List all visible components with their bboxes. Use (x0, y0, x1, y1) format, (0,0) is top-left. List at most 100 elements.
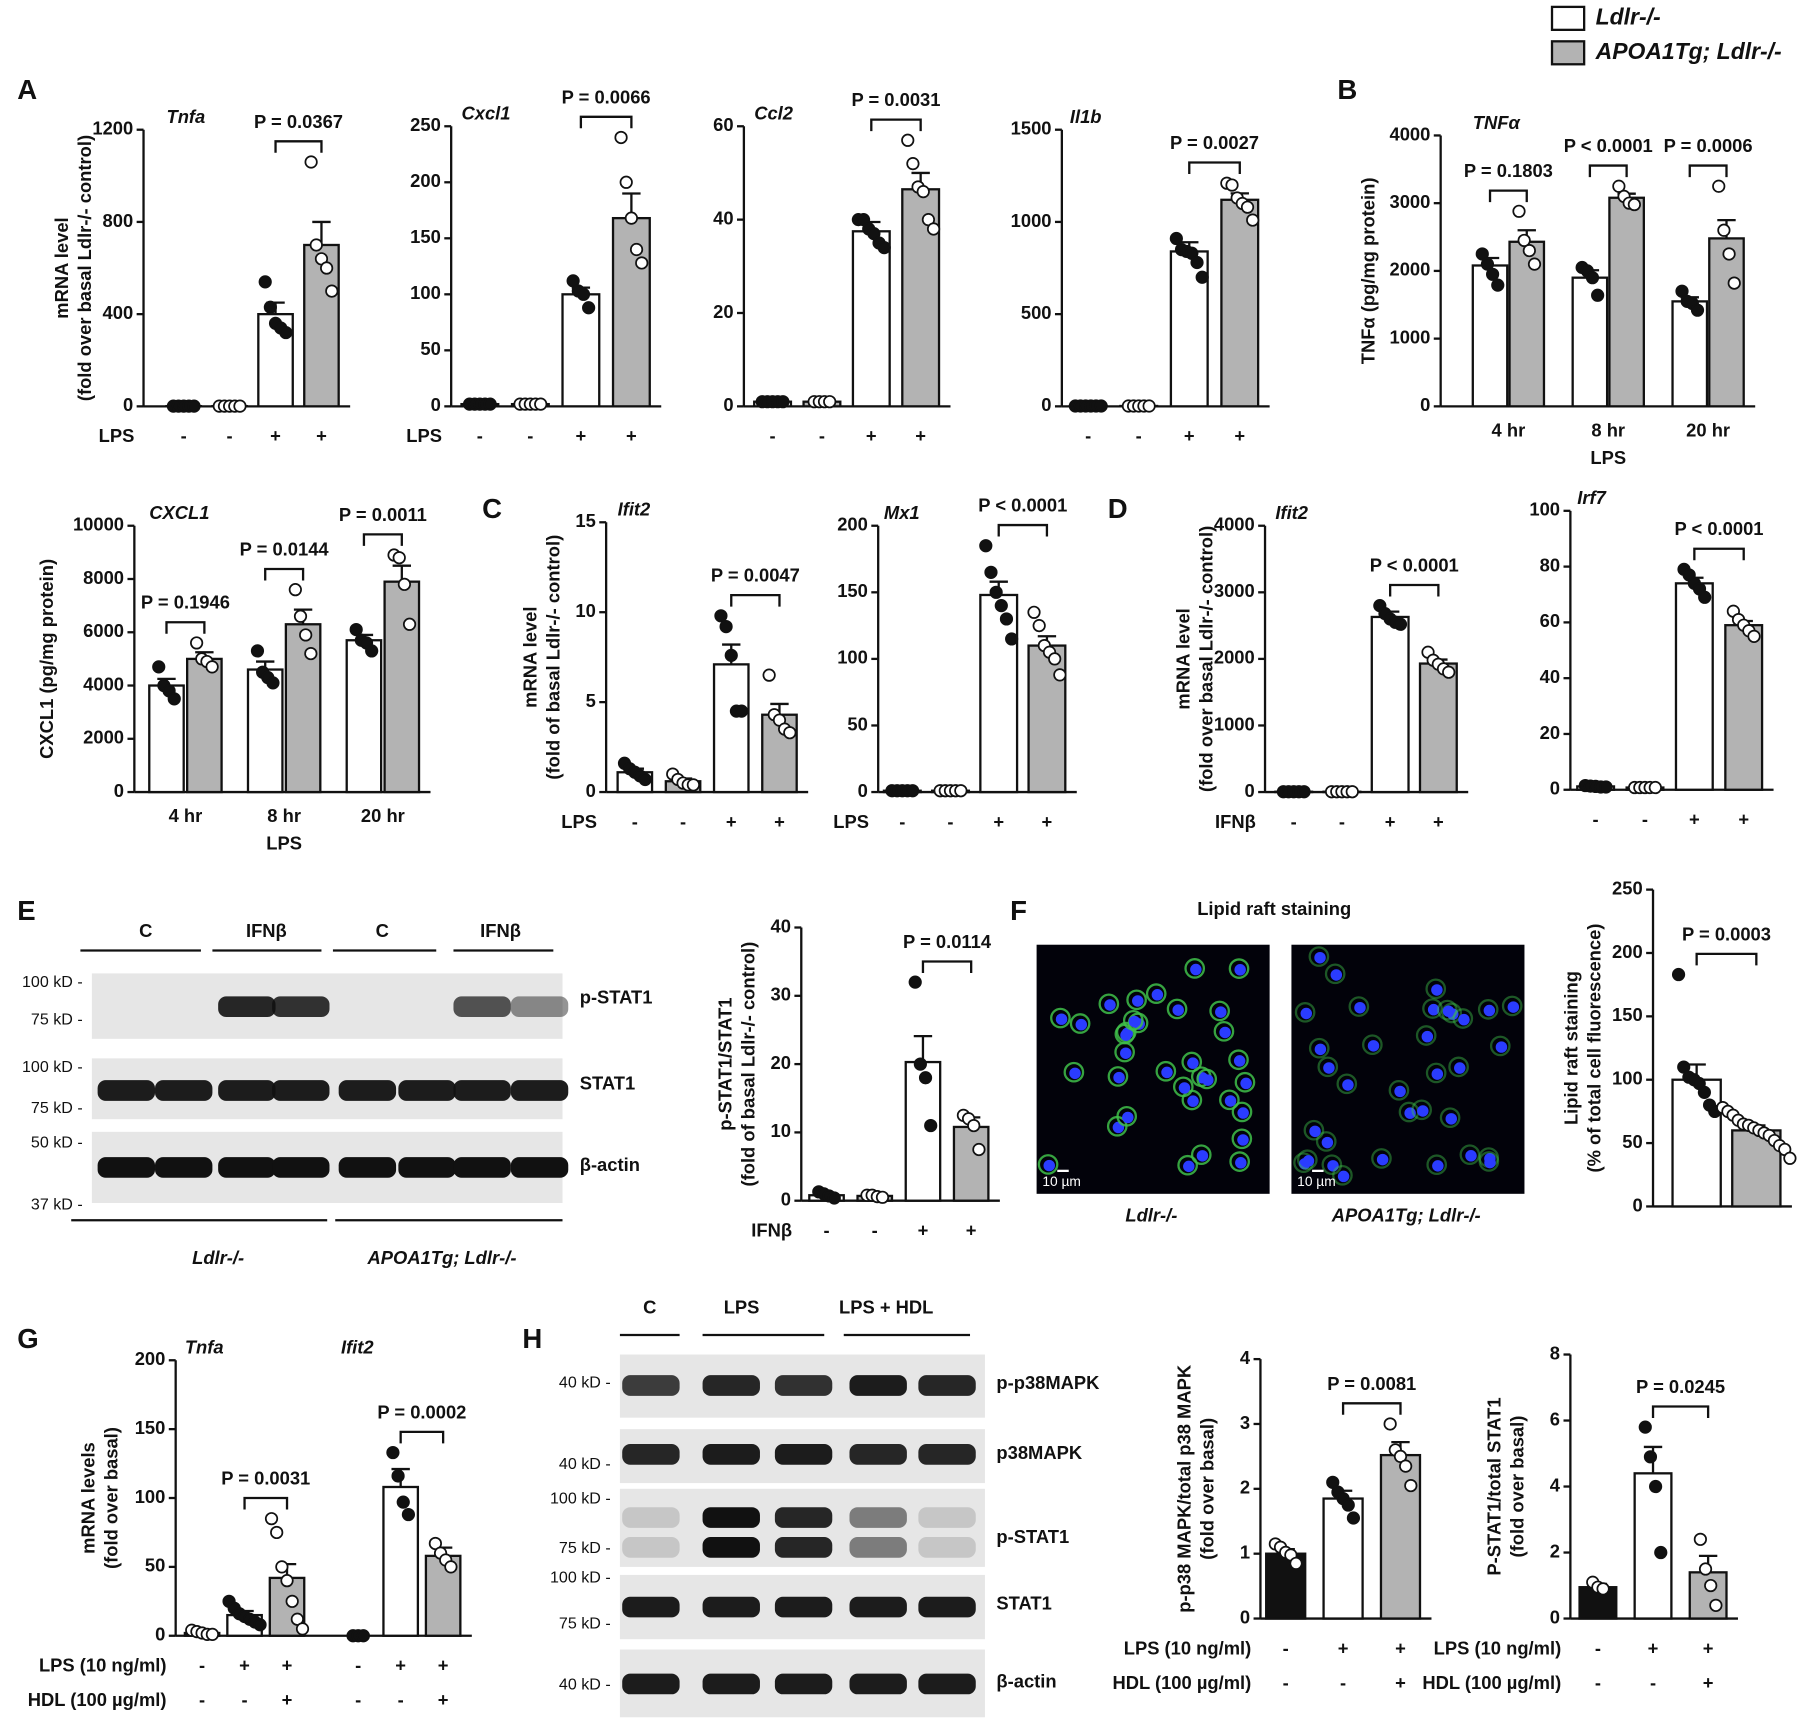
significance-bracket (243, 1496, 289, 1510)
cell-nucleus (1327, 1160, 1339, 1172)
cell-membrane (1231, 1101, 1253, 1123)
condition-value: + (239, 1655, 250, 1676)
y-axis-label: (fold over basal) (100, 1427, 121, 1569)
y-axis-label: TNFα (pg/mg protein) (1357, 178, 1378, 365)
significance-bracket (997, 523, 1049, 537)
blot-band (453, 1157, 511, 1178)
cell-nucleus (1323, 1062, 1335, 1074)
y-tick-label: 0 (1041, 394, 1051, 415)
data-point (253, 1618, 267, 1632)
cell-membrane (1063, 1061, 1085, 1083)
y-tick-label: 20 (1540, 722, 1560, 743)
y-axis-label: mRNA level (51, 217, 72, 318)
data-point (1612, 179, 1626, 193)
data-point (619, 175, 633, 189)
cell-membrane (1303, 1119, 1325, 1141)
data-point (205, 1627, 220, 1641)
data-point (877, 241, 891, 255)
cell-nucleus (1417, 1105, 1429, 1117)
p-value: P = 0.0006 (1664, 135, 1753, 156)
p-value: P = 0.0002 (377, 1401, 466, 1422)
data-point (275, 1560, 289, 1574)
data-point (614, 130, 628, 145)
cell-nucleus (1431, 1068, 1444, 1080)
blot-band (702, 1673, 760, 1695)
cell-membrane (1228, 1049, 1249, 1071)
y-tick-label: 80 (1540, 554, 1560, 575)
data-point (356, 1629, 370, 1643)
data-point (1289, 1556, 1303, 1571)
cell-nucleus (1442, 1005, 1455, 1017)
significance-bracket (1341, 1402, 1402, 1415)
cell-membrane (1452, 1008, 1474, 1029)
y-tick-label: 40 (1540, 666, 1560, 687)
y-tick-label: 60 (1540, 610, 1560, 631)
data-point (1727, 276, 1741, 290)
y-tick-label: 15 (575, 510, 595, 531)
data-point (1690, 303, 1705, 317)
data-point (926, 222, 941, 236)
data-point (1345, 785, 1359, 799)
cell-nucleus (1128, 1015, 1141, 1028)
data-point (386, 1445, 400, 1460)
cell-membrane (1459, 1144, 1481, 1165)
data-point (734, 704, 749, 718)
image-caption: Ldlr-/- (1125, 1205, 1177, 1226)
y-tick-label: 800 (103, 210, 134, 231)
cell-nucleus (1120, 1047, 1132, 1059)
condition-value: - (1283, 1637, 1289, 1658)
condition-value: - (632, 811, 638, 832)
condition-value: - (241, 1689, 247, 1710)
bar (712, 663, 750, 794)
cell-membrane (1050, 1007, 1071, 1029)
bar (1688, 1571, 1728, 1620)
cell-nucleus (1432, 1160, 1444, 1172)
y-tick-label: 0 (1244, 780, 1254, 801)
data-point (1649, 1479, 1663, 1494)
y-tick-label: 4 (1240, 1347, 1251, 1368)
bar (1633, 1472, 1673, 1620)
cell-nucleus (1337, 1170, 1350, 1183)
data-point (719, 620, 733, 634)
blot-band (622, 1673, 680, 1695)
data-point (1675, 284, 1689, 298)
blot-band (218, 996, 276, 1018)
data-point (1627, 197, 1641, 212)
blot-band (774, 1444, 833, 1465)
blot-band (849, 1444, 907, 1465)
y-tick-label: 0 (1240, 1606, 1250, 1627)
genotype-label: Ldlr-/- (192, 1247, 244, 1268)
y-axis-label: mRNA levels (77, 1442, 98, 1554)
cell-membrane (1166, 998, 1188, 1020)
data-point (365, 644, 379, 658)
blot-band (918, 1596, 976, 1618)
y-tick-label: 0 (723, 394, 733, 415)
condition-value: - (199, 1689, 205, 1710)
y-axis-label: (fold over basal) (1507, 1416, 1528, 1558)
cell-membrane (1426, 1154, 1448, 1176)
x-tick-label: 8 hr (267, 805, 301, 826)
cell-membrane (1126, 989, 1147, 1011)
data-point (295, 1622, 310, 1636)
cell-membrane (1308, 1037, 1330, 1059)
data-point (205, 660, 219, 674)
panel-label: D (1108, 493, 1128, 524)
cell-nucleus (1314, 1043, 1327, 1056)
condition-label: LPS (833, 811, 869, 832)
cell-nucleus (1178, 1082, 1191, 1094)
cell-membrane (1489, 1035, 1511, 1057)
chart-title: Ccl2 (754, 103, 794, 124)
data-point (304, 646, 318, 661)
genotype-label: APOA1Tg; Ldlr-/- (367, 1247, 517, 1268)
cell-membrane (1415, 1025, 1437, 1046)
condition-value: - (680, 811, 686, 832)
condition-value: + (282, 1689, 293, 1710)
y-tick-label: 4000 (1389, 123, 1430, 144)
cell-nucleus (1190, 963, 1202, 976)
blot-band (453, 1080, 511, 1101)
y-axis-label: (fold over basal) (1197, 1418, 1218, 1560)
y-tick-label: 1500 (1011, 118, 1052, 139)
y-tick-label: 100 (135, 1486, 166, 1507)
data-point (1693, 1532, 1707, 1546)
cell-membrane (1477, 999, 1499, 1020)
